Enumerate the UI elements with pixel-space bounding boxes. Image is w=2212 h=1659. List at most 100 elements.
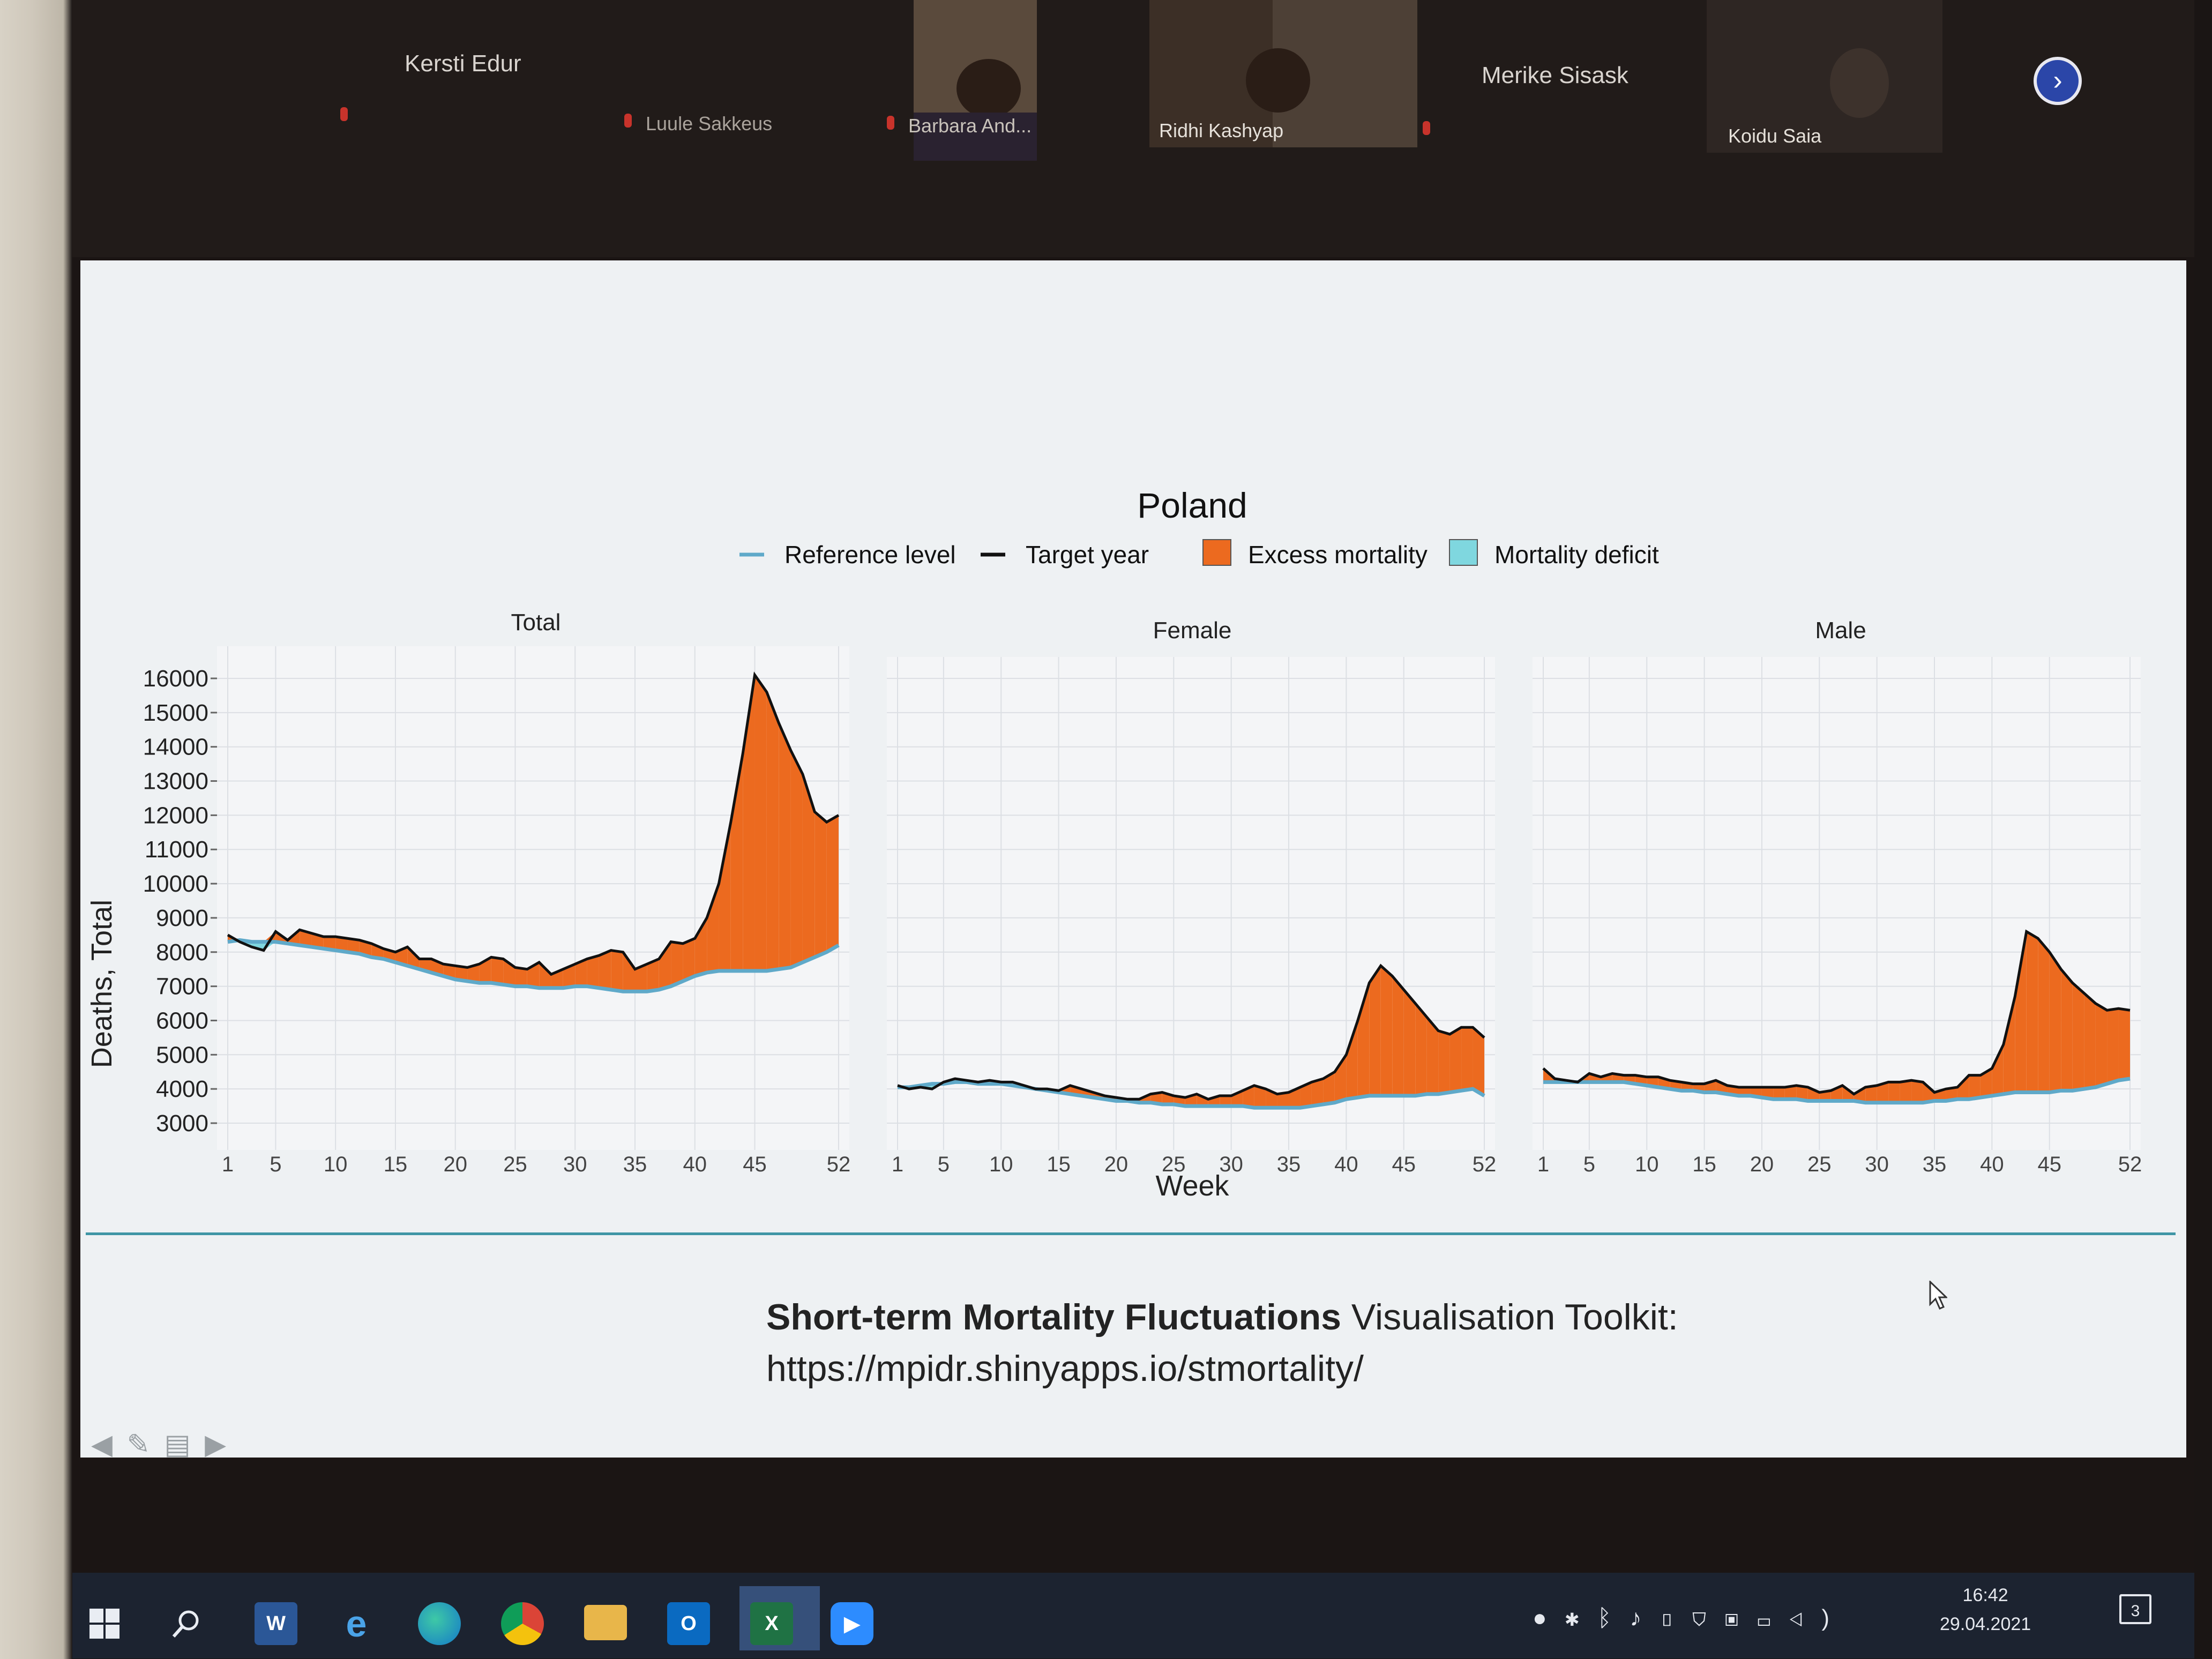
display-icon[interactable]: ▭ — [1757, 1605, 1790, 1631]
excess-area — [1380, 966, 1393, 1096]
search-icon[interactable] — [170, 1608, 203, 1640]
target-line — [1542, 929, 2131, 1096]
notifications-button[interactable]: 3 — [2119, 1594, 2151, 1624]
excess-area — [1277, 1092, 1289, 1108]
x-tick-label: 45 — [743, 1153, 767, 1176]
internet-explorer-icon[interactable]: e — [346, 1603, 367, 1645]
y-axis-label: Deaths, Total — [86, 900, 118, 1068]
excess-area — [1980, 1068, 1992, 1098]
file-explorer-icon[interactable] — [584, 1605, 627, 1640]
excess-area — [455, 966, 468, 982]
chart-legend: Reference level Target year Excess mortali… — [739, 539, 1659, 569]
x-tick-label: 25 — [503, 1153, 527, 1176]
excess-area — [826, 815, 839, 952]
participant-tile[interactable]: Merike Sisask — [1423, 0, 1701, 155]
x-tick-label: 20 — [1104, 1153, 1129, 1176]
x-tick-label: 40 — [1334, 1153, 1358, 1176]
word-icon[interactable]: W — [255, 1602, 297, 1645]
excess-area — [335, 937, 348, 952]
excess-area — [2049, 952, 2061, 1093]
excess-area — [766, 692, 779, 971]
excess-area — [323, 937, 336, 951]
x-tick-label: 35 — [1923, 1153, 1947, 1176]
x-tick-label: 30 — [563, 1153, 587, 1176]
bluetooth-icon[interactable]: ᛒ — [1597, 1605, 1630, 1631]
language-icon[interactable]: ✱ — [1565, 1605, 1597, 1631]
slide-tools: ◀ ✎ ▤ ▶ — [91, 1429, 229, 1461]
excess-area — [1830, 1085, 1843, 1101]
excess-area — [1323, 1072, 1335, 1104]
x-tick-label: 52 — [2118, 1153, 2142, 1176]
y-tick-label: 6000 — [156, 1007, 208, 1034]
excess-area — [635, 964, 647, 992]
participant-tile[interactable]: Luule Sakkeus — [608, 0, 865, 155]
previous-slide-icon[interactable]: ◀ — [91, 1429, 116, 1460]
mortality-chart: Poland Reference level Target year Excess … — [86, 485, 2142, 1202]
y-tick-label: 9000 — [156, 905, 208, 931]
next-slide-icon[interactable]: ▶ — [205, 1429, 230, 1460]
zoom-tray-icon[interactable]: ● — [1533, 1605, 1565, 1631]
excess-area — [1784, 1085, 1797, 1100]
panel-label: Female — [1153, 617, 1232, 644]
excess-area — [683, 938, 695, 982]
usb-icon[interactable]: ▯ — [1660, 1605, 1692, 1631]
x-tick-label: 5 — [938, 1153, 950, 1176]
excess-area — [1231, 1090, 1243, 1107]
participant-video[interactable] — [914, 0, 1037, 161]
outlook-icon[interactable]: O — [667, 1602, 710, 1645]
system-tray: ●✱ᛒ♪▯⛉▣▭◁) — [1533, 1605, 1848, 1632]
excess-area — [1346, 1020, 1358, 1100]
network-icon[interactable]: ▣ — [1724, 1605, 1757, 1631]
volume-icon[interactable]: ◁) — [1789, 1605, 1848, 1631]
participant-tile[interactable]: Barbara And... — [887, 0, 1123, 155]
x-tick-label: 1 — [222, 1153, 234, 1176]
excess-area — [1807, 1087, 1820, 1101]
security-icon[interactable]: ⛉ — [1692, 1605, 1725, 1631]
microphone-icon[interactable]: ♪ — [1630, 1605, 1660, 1631]
pen-icon[interactable]: ✎ — [126, 1429, 154, 1460]
excess-area — [1334, 1055, 1347, 1103]
y-tick-label: 10000 — [143, 871, 208, 897]
y-tick-label: 15000 — [143, 700, 208, 726]
x-tick-label: 10 — [1635, 1153, 1659, 1176]
participant-video[interactable]: Ridhi Kashyap — [1149, 0, 1417, 147]
reference-line — [227, 938, 840, 993]
excess-area — [1923, 1082, 1934, 1103]
excess-area — [1449, 1027, 1462, 1093]
toolkit-credit: Short-term Mortality Fluctuations Visual… — [766, 1291, 1678, 1394]
windows-start-icon[interactable] — [88, 1608, 121, 1640]
excess-area — [1461, 1027, 1473, 1091]
x-tick-label: 15 — [1692, 1153, 1716, 1176]
excess-area — [1946, 1087, 1957, 1101]
participant-tile[interactable]: Kersti Edur — [340, 0, 576, 155]
excel-icon[interactable]: X — [750, 1602, 793, 1645]
x-tick-label: 15 — [1047, 1153, 1071, 1176]
x-tick-label: 52 — [1473, 1153, 1497, 1176]
excess-area — [802, 774, 815, 962]
participant-video[interactable]: Koidu Saia — [1707, 0, 1942, 153]
edge-browser-icon[interactable] — [418, 1602, 461, 1645]
next-page-button[interactable]: › — [2034, 57, 2082, 105]
zoom-icon[interactable]: ▶ — [831, 1602, 873, 1645]
excess-area — [2095, 1003, 2108, 1087]
excess-area — [779, 723, 791, 969]
slide-menu-icon[interactable]: ▤ — [164, 1429, 194, 1460]
excess-area — [1865, 1085, 1877, 1103]
taskbar-clock[interactable]: 16:42 29.04.2021 — [1940, 1581, 2031, 1639]
participant-face — [1246, 48, 1310, 113]
chrome-browser-icon[interactable] — [501, 1602, 544, 1645]
excess-area — [264, 931, 276, 942]
excess-area — [1220, 1095, 1231, 1107]
excess-area — [1243, 1085, 1254, 1108]
x-tick-label: 15 — [384, 1153, 408, 1176]
footer-divider — [86, 1232, 2176, 1235]
video-shadow — [914, 113, 1037, 161]
excess-area — [1739, 1087, 1751, 1096]
participant-name: Luule Sakkeus — [646, 113, 773, 134]
toolkit-url[interactable]: https://mpidr.shinyapps.io/stmortality/ — [766, 1348, 1364, 1389]
target-line — [897, 963, 1485, 1101]
excess-area — [347, 938, 360, 954]
